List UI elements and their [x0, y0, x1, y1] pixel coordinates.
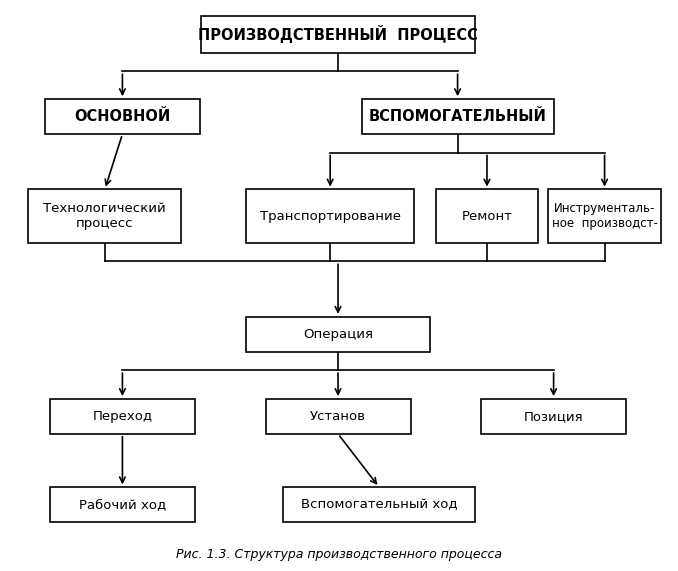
Text: Рис. 1.3. Структура производственного процесса: Рис. 1.3. Структура производственного пр…	[176, 548, 502, 561]
Text: Инструменталь-
ное  производст-: Инструменталь- ное производст-	[552, 202, 658, 230]
Bar	[548, 190, 662, 243]
Text: Технологический
процесс: Технологический процесс	[43, 202, 166, 230]
Bar	[28, 190, 181, 243]
Bar	[246, 317, 430, 352]
Text: Установ: Установ	[310, 410, 366, 423]
Bar	[50, 487, 195, 522]
Text: Транспортирование: Транспортирование	[260, 210, 401, 223]
Bar	[246, 190, 414, 243]
Text: ВСПОМОГАТЕЛЬНЫЙ: ВСПОМОГАТЕЛЬНЫЙ	[369, 109, 546, 124]
Bar	[45, 99, 200, 134]
Text: Переход: Переход	[92, 410, 153, 423]
Bar	[283, 487, 475, 522]
Bar	[436, 190, 538, 243]
Bar	[361, 99, 554, 134]
Bar	[266, 399, 411, 434]
Bar	[481, 399, 626, 434]
Bar	[50, 399, 195, 434]
Text: Ремонт: Ремонт	[462, 210, 513, 223]
Text: Операция: Операция	[303, 328, 373, 341]
Text: Позиция: Позиция	[524, 410, 584, 423]
Bar	[201, 16, 475, 53]
Text: Рабочий ход: Рабочий ход	[79, 498, 166, 511]
Text: Вспомогательный ход: Вспомогательный ход	[301, 498, 458, 511]
Text: ОСНОВНОЙ: ОСНОВНОЙ	[75, 109, 171, 124]
Text: ПРОИЗВОДСТВЕННЫЙ  ПРОЦЕСС: ПРОИЗВОДСТВЕННЫЙ ПРОЦЕСС	[198, 26, 478, 43]
